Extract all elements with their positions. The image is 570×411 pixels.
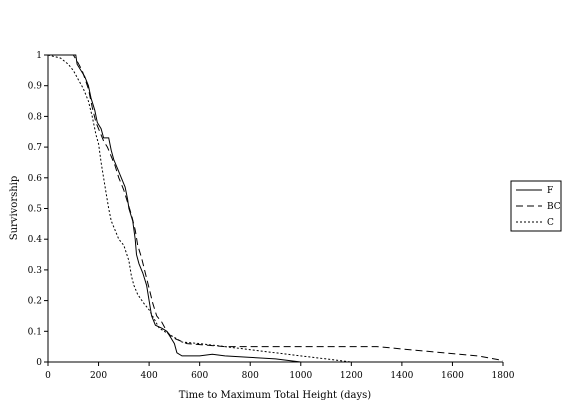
series-lines bbox=[47, 54, 504, 363]
y-tick-label: 0.9 bbox=[28, 82, 43, 92]
x-axis-label: Time to Maximum Total Height (days) bbox=[179, 390, 371, 401]
series-line-f bbox=[48, 54, 357, 363]
y-tick-label: 1 bbox=[36, 51, 42, 61]
x-axis-ticks: 0 200 400 600 800 1000 1200 1400 1600 1800 bbox=[45, 362, 515, 381]
legend-label-bc: BC bbox=[547, 202, 561, 212]
x-tick-label: 800 bbox=[242, 371, 259, 381]
y-tick-label: 0.2 bbox=[28, 297, 42, 307]
y-tick-label: 0.5 bbox=[28, 205, 43, 215]
y-tick-label: 0.7 bbox=[28, 143, 43, 153]
series-line-bc bbox=[48, 54, 504, 361]
x-tick-label: 400 bbox=[141, 371, 158, 381]
y-tick-label: 0 bbox=[36, 358, 42, 368]
x-tick-label: 1200 bbox=[340, 371, 363, 381]
plot-area: 0 200 400 600 800 1000 1200 1400 1600 1800 0 0.1 0.… bbox=[28, 51, 515, 381]
y-axis-label: Survivorship bbox=[9, 176, 20, 241]
y-tick-label: 0.4 bbox=[28, 235, 43, 245]
y-axis-ticks: 0 0.1 0.2 0.3 0.4 0.5 0.6 0.7 0.8 0.9 1 bbox=[28, 51, 48, 368]
y-tick-label: 0.8 bbox=[28, 112, 43, 122]
x-tick-label: 1800 bbox=[492, 371, 515, 381]
x-tick-label: 1000 bbox=[289, 371, 312, 381]
y-tick-label: 0.3 bbox=[28, 266, 43, 276]
legend-label-f: F bbox=[547, 186, 553, 196]
x-tick-label: 1600 bbox=[441, 371, 464, 381]
x-tick-label: 600 bbox=[191, 371, 208, 381]
legend-label-c: C bbox=[547, 218, 554, 228]
x-tick-label: 200 bbox=[90, 371, 107, 381]
legend: F BC C bbox=[510, 180, 562, 232]
y-tick-label: 0.1 bbox=[28, 327, 42, 337]
series-line-c bbox=[47, 54, 357, 363]
y-tick-label: 0.6 bbox=[28, 174, 43, 184]
x-tick-label: 0 bbox=[45, 371, 51, 381]
x-tick-label: 1400 bbox=[390, 371, 413, 381]
